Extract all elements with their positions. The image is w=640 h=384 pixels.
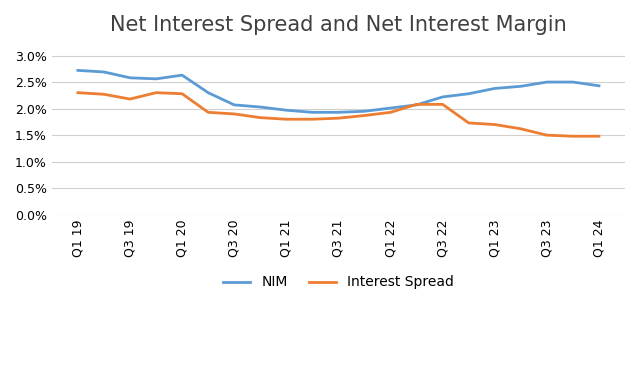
- Interest Spread: [491, 122, 499, 127]
- NIM: [439, 94, 447, 99]
- NIM: [126, 76, 134, 80]
- Interest Spread: [257, 115, 264, 120]
- Interest Spread: [308, 117, 316, 122]
- Title: Net Interest Spread and Net Interest Margin: Net Interest Spread and Net Interest Mar…: [110, 15, 567, 35]
- Interest Spread: [74, 90, 82, 95]
- NIM: [100, 70, 108, 74]
- Interest Spread: [335, 116, 342, 121]
- NIM: [569, 80, 577, 84]
- Interest Spread: [100, 92, 108, 97]
- Line: NIM: NIM: [78, 70, 599, 113]
- NIM: [179, 73, 186, 78]
- NIM: [335, 110, 342, 115]
- NIM: [465, 91, 472, 96]
- NIM: [517, 84, 525, 89]
- Interest Spread: [179, 91, 186, 96]
- Interest Spread: [387, 110, 394, 115]
- Interest Spread: [413, 102, 420, 107]
- NIM: [308, 110, 316, 115]
- NIM: [595, 83, 603, 88]
- Interest Spread: [230, 112, 238, 116]
- NIM: [387, 106, 394, 110]
- Interest Spread: [595, 134, 603, 139]
- NIM: [152, 76, 160, 81]
- NIM: [74, 68, 82, 73]
- NIM: [257, 105, 264, 109]
- Line: Interest Spread: Interest Spread: [78, 93, 599, 136]
- NIM: [230, 103, 238, 107]
- Legend: NIM, Interest Spread: NIM, Interest Spread: [223, 275, 454, 290]
- NIM: [413, 103, 420, 107]
- NIM: [543, 80, 550, 84]
- Interest Spread: [152, 90, 160, 95]
- Interest Spread: [543, 133, 550, 137]
- NIM: [361, 109, 369, 114]
- Interest Spread: [517, 126, 525, 131]
- NIM: [204, 90, 212, 95]
- Interest Spread: [361, 113, 369, 118]
- Interest Spread: [465, 121, 472, 125]
- Interest Spread: [569, 134, 577, 139]
- Interest Spread: [204, 110, 212, 115]
- Interest Spread: [282, 117, 290, 122]
- Interest Spread: [126, 97, 134, 101]
- NIM: [282, 108, 290, 113]
- Interest Spread: [439, 102, 447, 107]
- NIM: [491, 86, 499, 91]
